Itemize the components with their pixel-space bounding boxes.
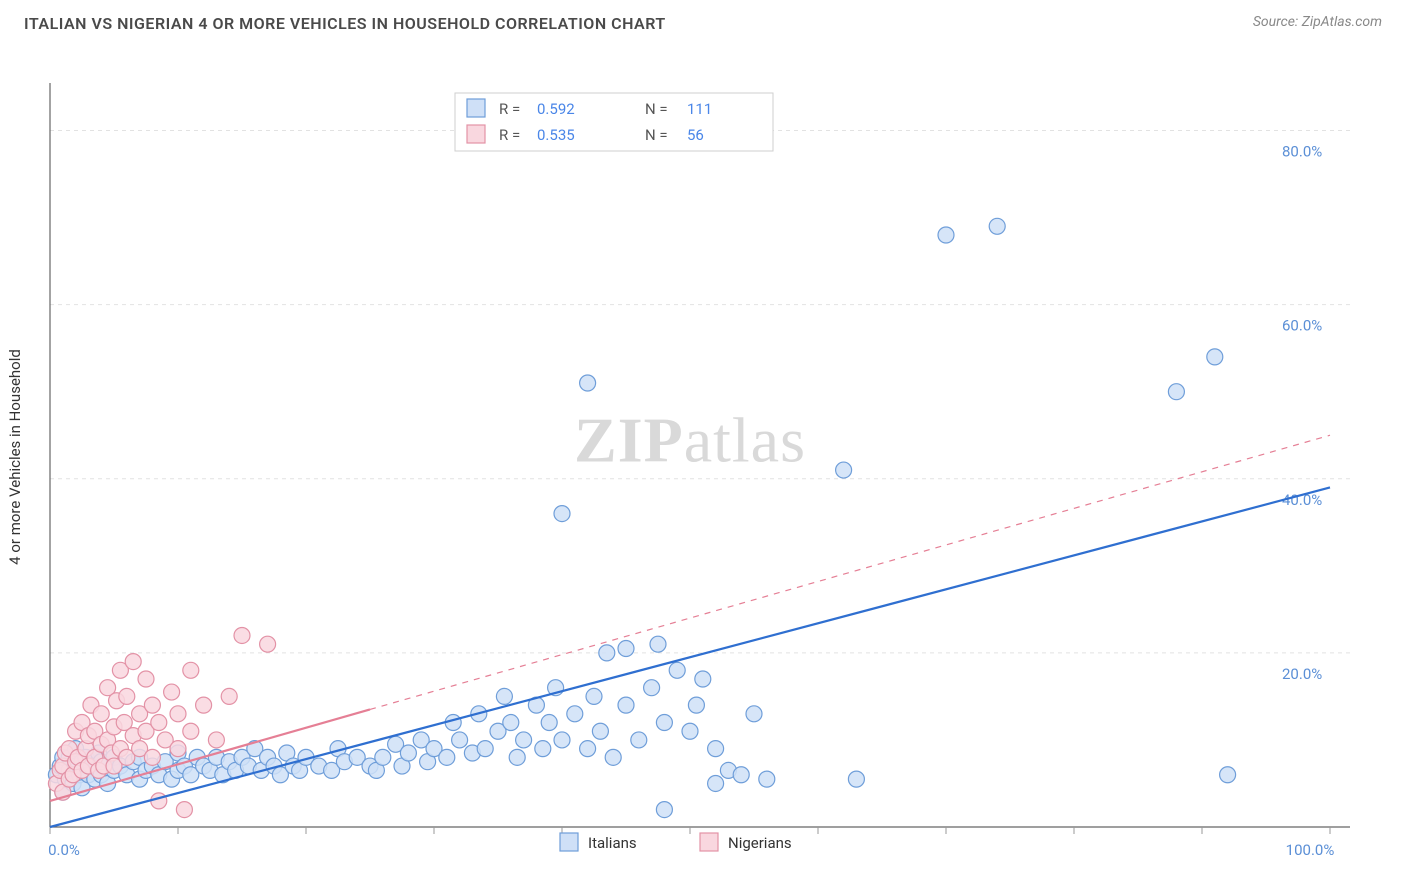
data-point [1168,384,1184,400]
data-point [151,793,167,809]
trend-line-nigerians-dashed [370,435,1330,709]
stat-value: 56 [687,126,704,144]
trend-line-italians [50,487,1330,827]
y-tick-label: 20.0% [1282,665,1322,683]
data-point [183,662,199,678]
data-point [644,680,660,696]
data-point [599,645,615,661]
stat-key: R = [499,100,520,118]
data-point [477,741,493,757]
data-point [618,697,634,713]
data-point [144,697,160,713]
stat-key: N = [645,100,668,118]
data-point [554,732,570,748]
data-point [656,715,672,731]
data-point [656,802,672,818]
data-point [708,775,724,791]
svg-text:ZIPatlas: ZIPatlas [574,404,806,475]
data-point [221,688,237,704]
data-point [669,662,685,678]
data-point [516,732,532,748]
data-point [1207,349,1223,365]
data-point [503,715,519,731]
y-tick-label: 60.0% [1282,317,1322,335]
data-point [688,697,704,713]
data-point [452,732,468,748]
data-point [605,749,621,765]
data-point [586,688,602,704]
data-point [125,654,141,670]
data-point [144,749,160,765]
stat-key: N = [645,126,668,144]
data-point [208,732,224,748]
data-point [183,723,199,739]
legend-label: Italians [588,834,637,852]
data-point [618,641,634,657]
data-point [176,802,192,818]
data-point [682,723,698,739]
data-point [1220,767,1236,783]
data-point [164,684,180,700]
data-point [138,671,154,687]
data-point [93,706,109,722]
data-point [733,767,749,783]
x-tick-label: 100.0% [1286,841,1335,859]
watermark: ZIPatlas [574,404,806,475]
data-point [170,706,186,722]
data-point [580,741,596,757]
data-point [496,688,512,704]
stat-value: 0.592 [537,100,575,118]
data-point [938,227,954,243]
data-point [631,732,647,748]
data-point [650,636,666,652]
legend-swatch [560,833,578,851]
chart-title: ITALIAN VS NIGERIAN 4 OR MORE VEHICLES I… [24,14,666,33]
data-point [234,627,250,643]
data-point [509,749,525,765]
scatter-chart: 20.0% 40.0% 60.0% 80.0% ZIPatlas 0.0% 100.0% R … [0,37,1406,877]
data-point [759,771,775,787]
data-point [708,741,724,757]
data-point [260,636,276,652]
data-point [196,697,212,713]
series-legend: Italians Nigerians [560,833,792,852]
legend-swatch [467,125,485,143]
data-point [541,715,557,731]
y-tick-label: 80.0% [1282,143,1322,161]
data-point [836,462,852,478]
stat-key: R = [499,126,520,144]
data-point [170,741,186,757]
data-point [580,375,596,391]
data-point [119,688,135,704]
series-italians [48,218,1235,817]
data-point [375,749,391,765]
stats-legend: R = 0.592 N = 111 R = 0.535 N = 56 [455,93,773,151]
stat-value: 0.535 [537,126,575,144]
legend-label: Nigerians [728,834,792,852]
data-point [151,715,167,731]
data-point [592,723,608,739]
data-point [400,745,416,761]
data-point [848,771,864,787]
data-point [567,706,583,722]
legend-swatch [700,833,718,851]
source-attribution: Source: ZipAtlas.com [1253,14,1382,30]
legend-swatch [467,99,485,117]
data-point [439,749,455,765]
chart-container: 4 or more Vehicles in Household 20.0% 40.… [0,37,1406,877]
data-point [554,506,570,522]
y-axis-label: 4 or more Vehicles in Household [6,349,24,565]
y-tick-label: 40.0% [1282,491,1322,509]
data-point [535,741,551,757]
x-tick-label: 0.0% [48,841,80,859]
data-point [989,218,1005,234]
data-point [746,706,762,722]
data-point [695,671,711,687]
stat-value: 111 [687,100,712,118]
